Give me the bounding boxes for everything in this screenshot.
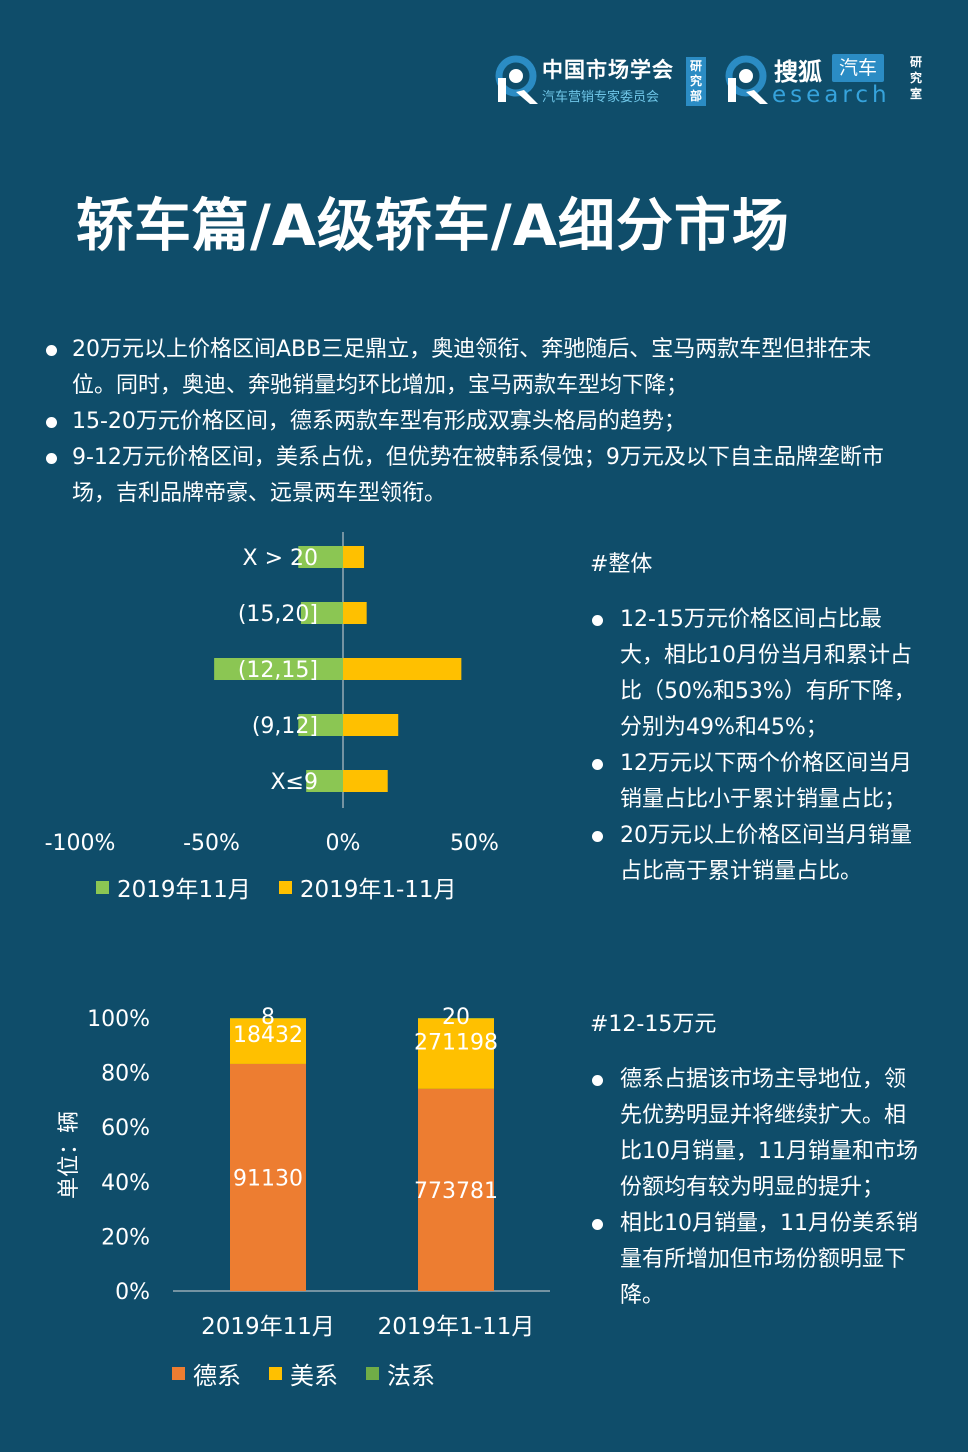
legend-swatch-yellow: [278, 880, 292, 894]
csma-logo-icon: [495, 55, 538, 104]
legend-item: 美系: [269, 1356, 338, 1391]
legend-item: 德系: [172, 1356, 241, 1391]
segment-1-0: [230, 1018, 306, 1064]
csma-name: 中国市场学会: [542, 58, 674, 82]
legend-item: 法系: [366, 1356, 435, 1391]
bar-ytd-4: [343, 770, 388, 792]
sohu-logo: 搜狐 汽车 esearch 研究室: [724, 52, 930, 108]
segment-1-1: [418, 1018, 494, 1089]
data-label: 773781: [414, 1179, 498, 1204]
x-tick-label: 0%: [326, 831, 361, 856]
data-label: 20: [442, 1005, 470, 1030]
legend-swatch-orange: [172, 1367, 185, 1380]
segment-2-0: [230, 1018, 306, 1019]
category-label: (12,15]: [238, 658, 318, 683]
chart1-legend: 2019年11月 2019年1-11月: [96, 870, 485, 904]
chart2-legend: 德系 美系 法系: [172, 1356, 463, 1391]
category-label: 2019年11月: [201, 1314, 335, 1340]
bar-ytd-2: [343, 658, 462, 680]
y-tick-label: 40%: [101, 1171, 150, 1196]
overall-panel: #整体 12-15万元价格区间占比最大，相比10月份当月和累计占比（50%和53…: [590, 548, 920, 890]
csma-unit: 研究部: [686, 57, 706, 106]
price-range-share-chart: X > 20 (15,20] (12,15] (9,12] X≤9 -100% -50% 0%…: [45, 532, 499, 856]
segment-0-1: [418, 1088, 494, 1291]
bar-ytd-3: [343, 714, 399, 736]
sohu-sub: esearch: [772, 82, 891, 108]
data-label: 91130: [233, 1166, 303, 1191]
category-label: (15,20]: [238, 602, 318, 627]
intro-item: 9-12万元价格区间，美系占优，但优势在被韩系侵蚀；9万元及以下自主品牌垄断市场…: [44, 440, 904, 512]
bar-ytd-1: [343, 602, 367, 624]
page-title: 轿车篇/A级轿车/A细分市场: [76, 193, 790, 259]
category-label: X≤9: [270, 770, 318, 795]
segment-0-0: [230, 1063, 306, 1291]
legend-item: 2019年11月: [96, 870, 251, 904]
legend-label: 法系: [387, 1362, 435, 1390]
bar-nov-3: [298, 714, 343, 736]
bullet-item: 12-15万元价格区间占比最大，相比10月份当月和累计占比（50%和53%）有所…: [590, 602, 920, 746]
bullet-item: 12万元以下两个价格区间当月销量占比小于累计销量占比；: [590, 746, 920, 818]
data-label: 271198: [414, 1030, 498, 1055]
legend-swatch-green: [96, 880, 109, 894]
y-tick-label: 60%: [101, 1116, 150, 1141]
bar-nov-1: [300, 602, 343, 624]
data-label: 18432: [233, 1023, 303, 1048]
csma-sub: 汽车营销专家委员会: [542, 90, 660, 105]
sohu-unit: 研究室: [909, 55, 922, 101]
intro-item: 20万元以上价格区间ABB三足鼎立，奥迪领衔、奔驰随后、宝马两款车型但排在末位。…: [44, 332, 904, 404]
legend-label: 德系: [193, 1362, 241, 1390]
y-axis-label: 单位：辆: [57, 1111, 82, 1199]
y-tick-label: 80%: [101, 1062, 150, 1087]
legend-label: 美系: [290, 1362, 338, 1390]
segment-12-15-panel: #12-15万元 德系占据该市场主导地位，领先优势明显并将继续扩大。相比10月销…: [590, 1008, 920, 1314]
segment-2-1: [418, 1018, 494, 1019]
legend-label: 2019年1-11月: [299, 877, 457, 903]
bullet-item: 20万元以上价格区间当月销量占比高于累计销量占比。: [590, 818, 920, 890]
bar-nov-2: [214, 658, 343, 680]
panel-tag: #整体: [590, 552, 653, 577]
category-label: 2019年1-11月: [378, 1314, 535, 1340]
intro-list: 20万元以上价格区间ABB三足鼎立，奥迪领衔、奔驰随后、宝马两款车型但排在末位。…: [44, 332, 904, 512]
csma-logo: 中国市场学会 汽车营销专家委员会 研究部: [494, 52, 716, 106]
bullet-item: 相比10月销量，11月份美系销量有所增加但市场份额明显下降。: [590, 1206, 920, 1314]
legend-swatch-green: [366, 1367, 379, 1380]
y-tick-label: 0%: [115, 1280, 150, 1305]
y-tick-label: 20%: [101, 1225, 150, 1250]
sohu-logo-icon: [725, 55, 768, 104]
legend-swatch-yellow: [269, 1367, 282, 1380]
x-tick-label: 50%: [450, 831, 499, 856]
x-tick-label: -50%: [183, 831, 240, 856]
intro-item: 15-20万元价格区间，德系两款车型有形成双寡头格局的趋势；: [44, 404, 904, 440]
legend-item: 2019年1-11月: [278, 870, 457, 904]
bar-nov-4: [306, 770, 343, 792]
bar-nov-0: [298, 546, 343, 568]
y-tick-label: 100%: [87, 1007, 150, 1032]
panel-tag: #12-15万元: [590, 1012, 717, 1037]
bullet-item: 德系占据该市场主导地位，领先优势明显并将继续扩大。相比10月销量，11月销量和市…: [590, 1062, 920, 1206]
x-tick-label: -100%: [45, 831, 116, 856]
sohu-badge: 汽车: [832, 54, 885, 82]
category-label: X > 20: [243, 546, 319, 571]
data-label: 8: [261, 1005, 275, 1030]
sohu-name: 搜狐: [774, 58, 822, 86]
legend-label: 2019年11月: [117, 877, 251, 903]
segment-bullets: 德系占据该市场主导地位，领先优势明显并将继续扩大。相比10月销量，11月销量和市…: [590, 1062, 920, 1314]
bar-ytd-0: [343, 546, 365, 568]
overall-bullets: 12-15万元价格区间占比最大，相比10月份当月和累计占比（50%和53%）有所…: [590, 602, 920, 890]
category-label: (9,12]: [252, 714, 318, 739]
